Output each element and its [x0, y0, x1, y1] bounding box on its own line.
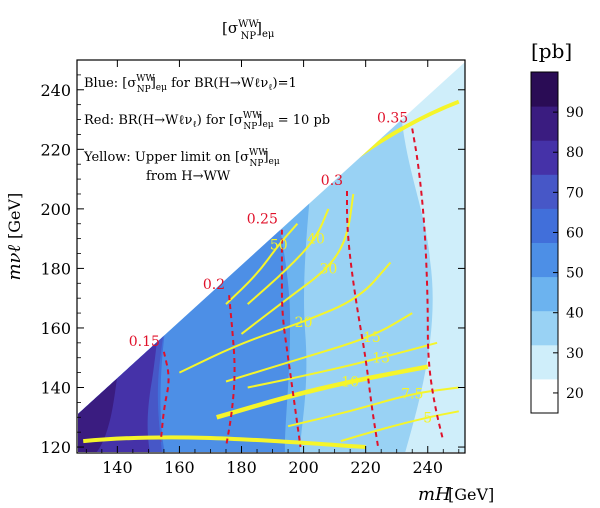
colorbar-band: [531, 310, 558, 346]
legend-yellow-line2: from H→WW: [146, 169, 231, 184]
red-contour-label: 0.15: [129, 334, 160, 350]
colorbar: [531, 72, 558, 414]
yellow-contour-label: 30: [320, 261, 338, 277]
y-axis-ticks: 120 140 160 180 200 220 240: [40, 74, 465, 457]
x-tick-label: 140: [102, 458, 133, 477]
yellow-contour-50: [225, 223, 299, 305]
colorbar-tick-label: 40: [566, 306, 584, 322]
yellow-contour-label: 10: [341, 375, 359, 391]
red-contour-label: 0.25: [247, 212, 278, 228]
yellow-contour-7.5: [287, 386, 459, 428]
colorbar-ticks: 20 30 40 50 60 70 80 90: [553, 105, 584, 402]
colorbar-band: [531, 208, 558, 243]
colorbar-band: [531, 140, 558, 175]
yellow-contour-labels: 50 40 30 20 15 13 10 7.55: [270, 232, 432, 427]
yellow-contour-label: 5: [423, 410, 432, 426]
x-axis-label: mH: [418, 484, 451, 505]
colorbar-tick-label: 20: [566, 386, 584, 402]
colorbar-band: [531, 242, 558, 278]
plot-frame: [76, 59, 466, 454]
colorbar-band: [531, 344, 558, 380]
yellow-contour-40: [247, 208, 330, 305]
legend-red: Red: BR(H→Wℓνℓ) for [σWW NP]eμ = 10 pb: [84, 111, 330, 132]
yellow-boundary-bottom: [83, 435, 366, 450]
colorbar-tick-label: 70: [566, 185, 584, 201]
red-contour-label: 0.2: [203, 277, 225, 293]
yellow-contour-label: 7.5: [401, 386, 423, 402]
colorbar-band: [531, 106, 558, 141]
red-contour-labels: 0.15 0.2 0.25 0.3 0.35: [129, 110, 408, 349]
red-contour-0.35: [411, 128, 445, 442]
y-tick-label: 200: [40, 200, 71, 219]
yellow-contour-15: [225, 312, 413, 383]
yellow-contour-13: [247, 341, 438, 389]
colorbar-label: [pb]: [531, 39, 572, 63]
x-tick-label: 220: [350, 458, 381, 477]
y-axis-unit: [GeV]: [5, 193, 24, 239]
colorbar-frame: [530, 71, 559, 414]
yellow-contour-30: [240, 193, 355, 335]
colorbar-tick-label: 30: [566, 346, 584, 362]
red-contour-label: 0.3: [321, 173, 343, 189]
colorbar-tick-label: 90: [566, 105, 584, 121]
chart-title: [σWW NP]eμ: [222, 19, 275, 42]
y-tick-label: 160: [40, 319, 71, 338]
yellow-contour-label: 15: [363, 330, 381, 346]
yellow-contour-label: 13: [372, 351, 390, 367]
yellow-contour-20: [178, 261, 392, 374]
colorbar-tick-label: 60: [566, 225, 584, 241]
y-tick-label: 220: [40, 140, 71, 159]
y-tick-label: 140: [40, 379, 71, 398]
y-tick-label: 120: [40, 438, 71, 457]
legend-blue: Blue: [σWW NP]eμ for BR(H→Wℓνℓ)=1: [84, 74, 297, 95]
x-axis-ticks: 140 160 180 200 220 240: [85, 60, 460, 477]
yellow-contour-label: 50: [270, 238, 288, 254]
colorbar-band: [531, 276, 558, 312]
red-contours: [159, 128, 445, 448]
colorbar-band: [531, 378, 558, 414]
yellow-contour-5: [340, 410, 459, 443]
y-axis-label: mνℓ: [4, 245, 25, 281]
x-tick-label: 180: [226, 458, 257, 477]
red-contour-label: 0.35: [377, 110, 408, 126]
colorbar-band: [531, 72, 558, 107]
colorbar-tick-label: 80: [566, 145, 584, 161]
yellow-contour-label: 40: [307, 232, 325, 248]
x-tick-label: 160: [164, 458, 195, 477]
x-tick-label: 200: [288, 458, 319, 477]
legend-text: Blue: [σWW NP]eμ for BR(H→Wℓνℓ)=1 Red: BR…: [83, 74, 330, 184]
x-axis-unit: [GeV]: [448, 485, 494, 504]
red-contour-0.3: [346, 190, 380, 448]
red-contour-0.2: [225, 295, 236, 448]
colorbar-band: [531, 174, 558, 209]
x-tick-label: 240: [412, 458, 443, 477]
y-tick-label: 180: [40, 259, 71, 278]
colorbar-tick-label: 50: [566, 266, 584, 282]
red-contour-0.15: [159, 351, 170, 442]
y-tick-label: 240: [40, 81, 71, 100]
yellow-contour-label: 20: [295, 315, 313, 331]
legend-yellow: Yellow: Upper limit on [σWW NP]eμ: [83, 148, 280, 169]
